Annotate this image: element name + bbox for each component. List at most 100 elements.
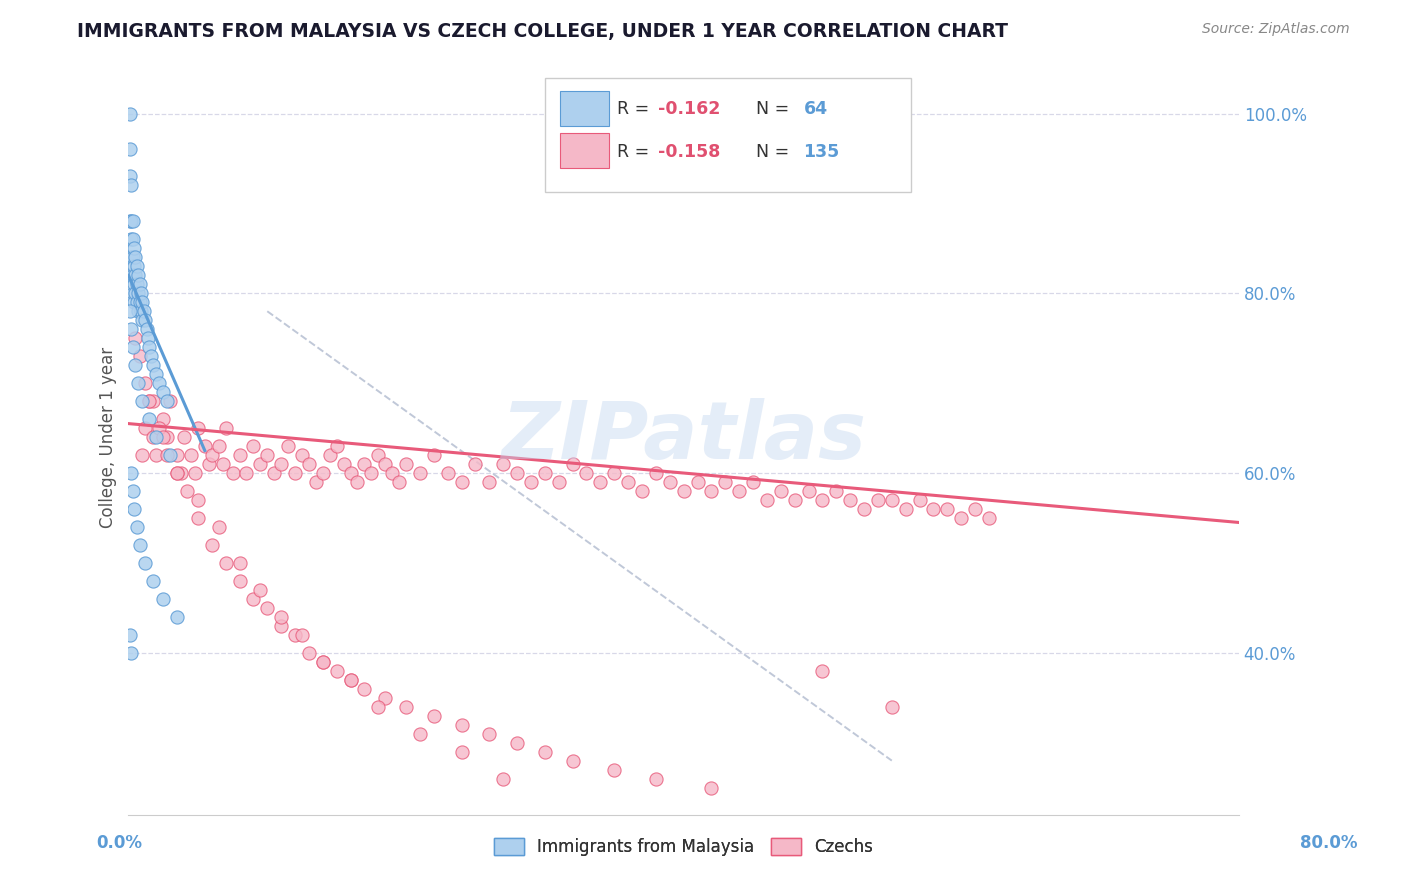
Point <box>142 574 165 588</box>
Point <box>128 538 150 552</box>
Point <box>305 475 328 489</box>
Point <box>339 673 361 687</box>
Point <box>700 483 723 498</box>
Point <box>298 646 321 660</box>
Point <box>124 358 146 372</box>
Point <box>367 699 389 714</box>
Point <box>148 421 170 435</box>
Point <box>127 376 149 391</box>
Point <box>235 466 257 480</box>
Point <box>547 475 569 489</box>
Point <box>127 268 149 283</box>
Point <box>312 655 335 669</box>
Point <box>120 268 142 283</box>
Point <box>124 286 146 301</box>
Point <box>853 502 876 516</box>
Point <box>339 673 361 687</box>
Point <box>194 439 217 453</box>
Point <box>353 457 375 471</box>
Point <box>291 628 314 642</box>
Point <box>811 664 834 678</box>
Point <box>312 655 335 669</box>
Point <box>148 376 170 391</box>
Point <box>166 448 188 462</box>
Point <box>201 538 224 552</box>
Point <box>120 322 142 336</box>
Point <box>120 214 142 228</box>
Point <box>319 448 342 462</box>
Point <box>450 475 472 489</box>
Point <box>142 394 165 409</box>
Point <box>270 610 292 624</box>
Point <box>263 466 285 480</box>
Point <box>325 439 347 453</box>
Point <box>256 448 278 462</box>
Text: 135: 135 <box>804 143 839 161</box>
Point <box>395 699 418 714</box>
Point <box>125 295 148 310</box>
Point <box>534 466 557 480</box>
Point <box>825 483 848 498</box>
Point <box>156 394 179 409</box>
Legend: Immigrants from Malaysia, Czechs: Immigrants from Malaysia, Czechs <box>488 831 880 863</box>
Point <box>138 412 160 426</box>
Text: 80.0%: 80.0% <box>1301 834 1357 852</box>
Point <box>138 340 160 354</box>
Point <box>242 439 264 453</box>
Text: ZIPatlas: ZIPatlas <box>501 398 866 476</box>
Point <box>131 295 153 310</box>
Point <box>409 466 432 480</box>
Point <box>506 466 529 480</box>
Point <box>492 772 515 786</box>
Point <box>128 277 150 292</box>
Point <box>118 304 141 318</box>
Point <box>118 214 141 228</box>
Point <box>561 754 583 768</box>
Point <box>346 475 368 489</box>
Point <box>332 457 354 471</box>
Point <box>298 457 321 471</box>
Y-axis label: College, Under 1 year: College, Under 1 year <box>100 346 117 528</box>
Point <box>156 448 179 462</box>
Point <box>291 448 314 462</box>
Point <box>131 448 153 462</box>
Point <box>121 214 143 228</box>
Point <box>965 502 987 516</box>
Point <box>575 466 598 480</box>
Point <box>464 457 486 471</box>
Point <box>755 493 778 508</box>
Point <box>478 727 501 741</box>
Point <box>120 646 142 660</box>
Point <box>187 511 209 525</box>
Point <box>686 475 709 489</box>
Point <box>134 556 156 570</box>
Text: R =: R = <box>617 101 655 119</box>
Point <box>125 277 148 292</box>
Point <box>866 493 889 508</box>
Point <box>173 430 195 444</box>
Point <box>506 736 529 750</box>
Text: 64: 64 <box>804 101 828 119</box>
Point <box>894 502 917 516</box>
Point <box>374 690 396 705</box>
Point <box>129 286 152 301</box>
Point <box>423 708 446 723</box>
Text: -0.162: -0.162 <box>658 101 720 119</box>
Point <box>214 421 236 435</box>
Point <box>125 260 148 274</box>
Point <box>134 421 156 435</box>
Point <box>131 313 153 327</box>
Point <box>922 502 945 516</box>
Point <box>187 493 209 508</box>
Point <box>122 241 145 255</box>
Point <box>534 745 557 759</box>
Point <box>124 331 146 345</box>
Point <box>839 493 862 508</box>
Point <box>700 780 723 795</box>
Point <box>118 169 141 184</box>
Point <box>152 412 174 426</box>
Point <box>145 448 167 462</box>
Point <box>353 681 375 696</box>
Text: N =: N = <box>756 143 794 161</box>
Point <box>242 591 264 606</box>
